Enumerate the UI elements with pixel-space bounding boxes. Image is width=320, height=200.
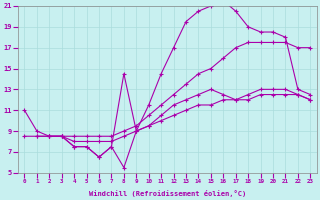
X-axis label: Windchill (Refroidissement éolien,°C): Windchill (Refroidissement éolien,°C) [89,190,246,197]
